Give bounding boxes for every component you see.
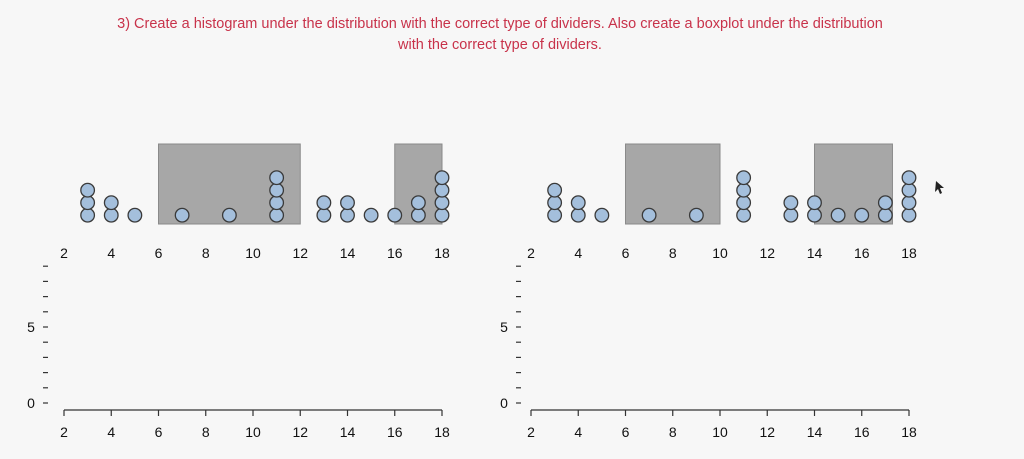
x-tick-label: 16 xyxy=(854,424,870,440)
x-tick-label: 16 xyxy=(387,424,403,440)
question-text: 3) Create a histogram under the distribu… xyxy=(40,14,960,56)
x-tick-label: 2 xyxy=(60,245,68,261)
data-dot xyxy=(830,207,846,223)
data-dot xyxy=(807,195,822,211)
y-tick-label: 5 xyxy=(27,319,35,335)
x-tick-label: 14 xyxy=(340,245,356,261)
x-tick-label: 14 xyxy=(807,245,823,261)
data-dot xyxy=(127,207,143,223)
x-tick-label: 18 xyxy=(434,245,450,261)
data-dot xyxy=(363,207,379,223)
data-dot xyxy=(901,170,917,186)
data-dot xyxy=(736,170,752,186)
data-dot xyxy=(570,195,586,211)
data-dot xyxy=(410,195,426,211)
x-tick-label: 10 xyxy=(245,424,261,440)
x-tick-label: 6 xyxy=(622,424,630,440)
data-dot xyxy=(877,195,893,211)
data-dot xyxy=(641,207,657,223)
data-dot xyxy=(434,195,450,211)
data-dot xyxy=(221,207,237,223)
data-dot xyxy=(434,207,450,223)
data-dot xyxy=(410,207,426,223)
x-tick-label: 8 xyxy=(202,245,210,261)
y-tick-label: 5 xyxy=(500,319,508,335)
data-dot xyxy=(434,170,450,186)
x-tick-label: 10 xyxy=(712,245,728,261)
data-dot xyxy=(736,182,752,198)
x-tick-label: 4 xyxy=(107,245,115,261)
data-dot xyxy=(688,207,704,223)
x-tick-label: 12 xyxy=(292,424,308,440)
x-tick-label: 16 xyxy=(854,245,870,261)
data-dot xyxy=(594,207,610,223)
x-tick-label: 16 xyxy=(387,245,403,261)
data-dot xyxy=(901,195,917,211)
x-tick-label: 14 xyxy=(340,424,356,440)
data-dot xyxy=(854,207,870,223)
data-dot xyxy=(269,207,285,223)
data-dot xyxy=(269,195,285,211)
data-dot xyxy=(269,170,285,186)
blank-histogram-axes-left[interactable]: 2 4 6 8 10 12 14 16 18 0 5 xyxy=(27,265,450,440)
data-dot xyxy=(783,207,799,223)
x-tick-label: 18 xyxy=(901,245,917,261)
y-tick-label: 0 xyxy=(27,395,35,411)
x-tick-label: 8 xyxy=(202,424,210,440)
data-dot xyxy=(80,195,96,211)
x-tick-label: 18 xyxy=(901,424,917,440)
data-dot xyxy=(340,195,355,211)
data-dot xyxy=(736,195,752,211)
data-dot xyxy=(434,182,450,198)
x-tick-label: 10 xyxy=(712,424,728,440)
x-tick-label: 14 xyxy=(807,424,823,440)
data-dot xyxy=(570,207,586,223)
x-tick-label: 2 xyxy=(527,245,535,261)
x-tick-label: 12 xyxy=(759,424,775,440)
data-dot xyxy=(547,195,563,211)
x-tick-label: 2 xyxy=(60,424,68,440)
question-line-1: 3) Create a histogram under the distribu… xyxy=(117,16,883,32)
blank-histogram-axes-right[interactable]: 2 4 6 8 10 12 14 16 18 0 5 xyxy=(500,265,917,440)
data-dot xyxy=(877,207,893,223)
data-dot xyxy=(316,207,332,223)
data-dot xyxy=(736,207,752,223)
x-tick-label: 6 xyxy=(155,245,163,261)
x-tick-label: 4 xyxy=(574,245,582,261)
data-dot xyxy=(269,182,285,198)
dotplot-right: 2 4 6 8 10 12 14 16 18 xyxy=(527,143,917,261)
data-dot xyxy=(340,207,355,223)
y-tick-label: 0 xyxy=(500,395,508,411)
question-line-2: with the correct type of dividers. xyxy=(398,37,602,53)
data-dot xyxy=(807,207,822,223)
data-dot xyxy=(103,195,119,211)
data-dot xyxy=(901,207,917,223)
shaded-bar xyxy=(625,143,721,225)
x-tick-label: 6 xyxy=(622,245,630,261)
x-tick-label: 4 xyxy=(107,424,115,440)
data-dot xyxy=(901,182,917,198)
data-dot xyxy=(316,195,332,211)
x-tick-label: 4 xyxy=(574,424,582,440)
mouse-cursor-icon xyxy=(935,181,944,194)
data-dot xyxy=(547,207,563,223)
x-tick-label: 6 xyxy=(155,424,163,440)
data-dot xyxy=(783,195,799,211)
x-tick-label: 12 xyxy=(292,245,308,261)
data-dot xyxy=(80,207,96,223)
data-dot xyxy=(174,207,190,223)
dotplot-left: 2 4 6 8 10 12 14 16 18 xyxy=(60,143,450,261)
x-tick-label: 8 xyxy=(669,245,677,261)
data-dot xyxy=(387,207,403,223)
x-tick-label: 2 xyxy=(527,424,535,440)
x-tick-label: 10 xyxy=(245,245,261,261)
x-tick-label: 18 xyxy=(434,424,450,440)
x-tick-label: 8 xyxy=(669,424,677,440)
data-dot xyxy=(547,182,563,198)
data-dot xyxy=(103,207,119,223)
x-tick-label: 12 xyxy=(759,245,775,261)
data-dot xyxy=(80,182,96,198)
